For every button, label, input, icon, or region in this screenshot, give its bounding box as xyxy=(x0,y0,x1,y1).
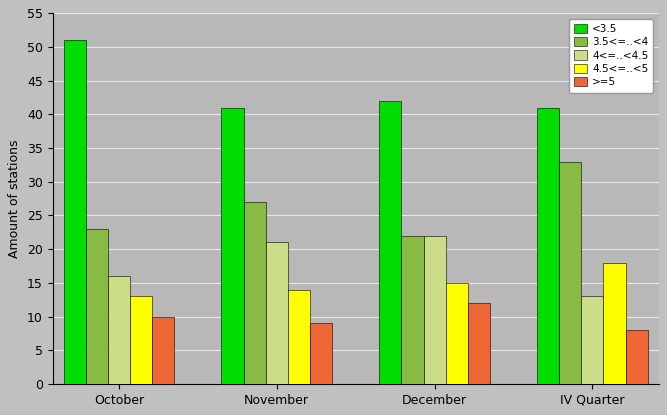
Bar xyxy=(130,296,152,384)
Bar xyxy=(626,330,648,384)
Bar xyxy=(108,276,130,384)
Bar xyxy=(265,242,287,384)
Legend: <3.5, 3.5<=..<4, 4<=..<4.5, 4.5<=..<5, >=5: <3.5, 3.5<=..<4, 4<=..<4.5, 4.5<=..<5, >… xyxy=(569,19,654,93)
Bar xyxy=(402,236,424,384)
Bar xyxy=(152,317,174,384)
Bar xyxy=(221,107,243,384)
Bar xyxy=(582,296,604,384)
Y-axis label: Amount of stations: Amount of stations xyxy=(8,139,21,258)
Bar xyxy=(537,107,559,384)
Bar xyxy=(604,263,626,384)
Bar xyxy=(559,161,582,384)
Bar xyxy=(380,101,402,384)
Bar xyxy=(63,40,86,384)
Bar xyxy=(287,290,310,384)
Bar xyxy=(446,283,468,384)
Bar xyxy=(468,303,490,384)
Bar xyxy=(86,229,108,384)
Bar xyxy=(310,323,332,384)
Bar xyxy=(243,202,265,384)
Bar xyxy=(424,236,446,384)
